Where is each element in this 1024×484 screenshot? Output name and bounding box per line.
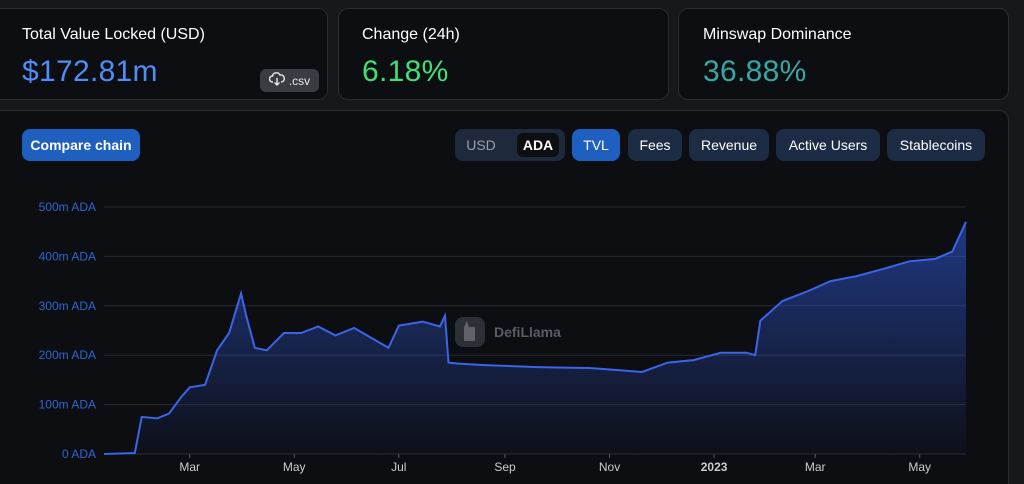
currency-toggle: USD ADA: [455, 129, 565, 161]
dominance-value: 36.88%: [703, 55, 807, 88]
tab-active-users[interactable]: Active Users: [776, 129, 880, 161]
tab-tvl[interactable]: TVL: [572, 129, 620, 161]
compare-chain-button[interactable]: Compare chain: [22, 129, 140, 161]
change-value: 6.18%: [362, 55, 449, 88]
currency-usd[interactable]: USD: [466, 137, 496, 153]
chart-panel: [0, 110, 1009, 484]
stat-card-change: [338, 8, 669, 100]
currency-ada[interactable]: ADA: [517, 133, 559, 157]
csv-label: .csv: [288, 73, 311, 88]
change-title: Change (24h): [362, 26, 460, 43]
tab-revenue[interactable]: Revenue: [689, 129, 769, 161]
download-csv-button[interactable]: .csv: [260, 69, 319, 92]
tvl-title: Total Value Locked (USD): [22, 26, 205, 43]
tab-stablecoins[interactable]: Stablecoins: [887, 129, 985, 161]
dominance-title: Minswap Dominance: [703, 26, 852, 43]
tvl-value: $172.81m: [22, 55, 158, 88]
cloud-download-icon: [268, 72, 285, 89]
tab-fees[interactable]: Fees: [628, 129, 682, 161]
stat-card-dominance: [678, 8, 1009, 100]
